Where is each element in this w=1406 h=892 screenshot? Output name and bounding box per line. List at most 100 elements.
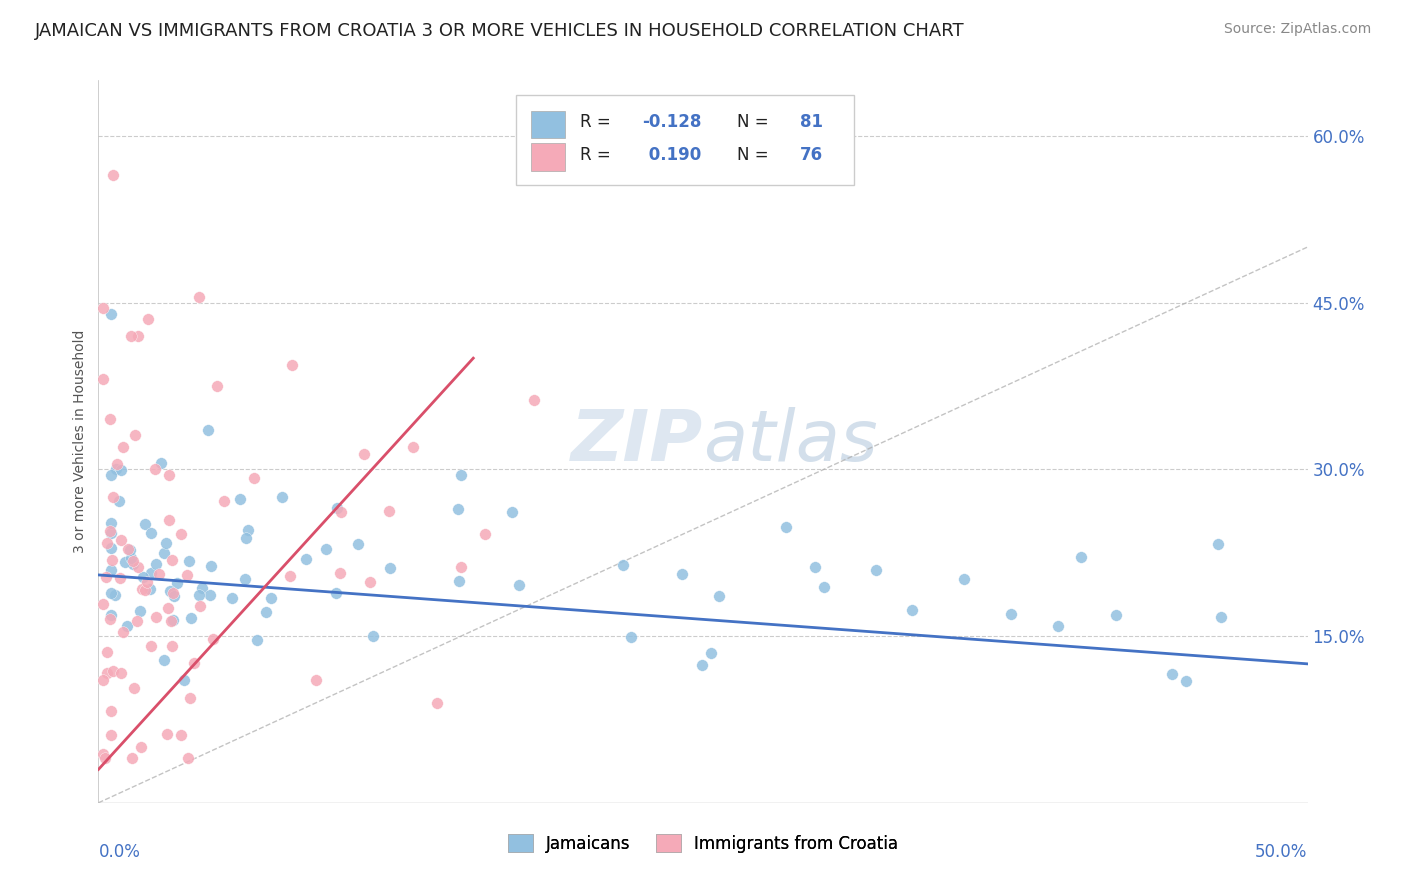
Point — [329, 566, 352, 580]
Point — [120, 329, 142, 343]
Text: 0.0%: 0.0% — [98, 843, 141, 861]
Point — [229, 491, 252, 506]
Point — [103, 490, 125, 504]
FancyBboxPatch shape — [531, 111, 565, 138]
Point — [305, 673, 328, 688]
Point — [612, 558, 634, 572]
Point — [108, 571, 131, 585]
Point — [775, 520, 797, 534]
Point — [98, 524, 121, 539]
Point — [183, 657, 205, 671]
Point — [157, 513, 180, 527]
Point — [91, 747, 114, 761]
Point — [813, 580, 835, 594]
Point — [129, 604, 152, 618]
Point — [141, 526, 163, 541]
Point — [139, 566, 162, 581]
Point — [187, 588, 209, 602]
Point — [112, 440, 135, 454]
Point — [100, 307, 122, 321]
Point — [200, 588, 222, 602]
Point — [901, 602, 924, 616]
Point — [953, 573, 976, 587]
Point — [281, 358, 304, 372]
Point — [236, 523, 259, 537]
Point — [163, 589, 186, 603]
Point — [122, 681, 145, 696]
Point — [235, 531, 257, 545]
Point — [620, 630, 643, 644]
Point — [121, 751, 143, 765]
Point — [93, 751, 115, 765]
Point — [122, 554, 145, 568]
Y-axis label: 3 or more Vehicles in Household: 3 or more Vehicles in Household — [73, 330, 87, 553]
Point — [173, 673, 195, 687]
Point — [94, 570, 117, 584]
Point — [100, 585, 122, 599]
Point — [91, 597, 114, 611]
Point — [1174, 673, 1197, 688]
Point — [166, 575, 188, 590]
Point — [191, 581, 214, 595]
Point — [353, 447, 375, 461]
Point — [197, 424, 219, 438]
Point — [100, 563, 122, 577]
Point — [1206, 537, 1229, 551]
Point — [101, 168, 124, 182]
Point — [118, 542, 141, 557]
Point — [361, 629, 384, 643]
Point — [200, 558, 222, 573]
Point — [145, 610, 167, 624]
Point — [180, 611, 202, 625]
Point — [325, 586, 347, 600]
Point — [100, 553, 122, 567]
Point — [179, 691, 201, 706]
Point — [1105, 607, 1128, 622]
Point — [156, 726, 179, 740]
Point — [100, 727, 122, 741]
Point — [205, 379, 228, 393]
Point — [100, 705, 122, 719]
Point — [254, 605, 277, 619]
Point — [135, 575, 157, 590]
Point — [402, 441, 425, 455]
Point — [91, 673, 114, 688]
Text: Source: ZipAtlas.com: Source: ZipAtlas.com — [1223, 22, 1371, 37]
Point — [148, 567, 170, 582]
Point — [103, 664, 125, 678]
Point — [709, 589, 731, 603]
Text: 0.190: 0.190 — [643, 145, 700, 164]
Legend: Jamaicans, Immigrants from Croatia: Jamaicans, Immigrants from Croatia — [502, 828, 904, 860]
Point — [177, 751, 200, 765]
Point — [450, 467, 472, 482]
Point — [176, 568, 198, 582]
Point — [160, 639, 183, 653]
Point — [170, 526, 193, 541]
Point — [1070, 549, 1092, 564]
Text: R =: R = — [579, 145, 610, 164]
Point — [501, 504, 523, 518]
Point — [110, 666, 132, 681]
Point — [110, 463, 132, 477]
Point — [508, 577, 530, 591]
Point — [170, 728, 193, 742]
Text: R =: R = — [579, 113, 610, 131]
Point — [120, 551, 142, 566]
Point — [127, 329, 149, 343]
Text: atlas: atlas — [703, 407, 877, 476]
Point — [96, 536, 118, 550]
Point — [377, 503, 399, 517]
Point — [162, 613, 184, 627]
Point — [700, 646, 723, 660]
Point — [104, 588, 127, 602]
Point — [160, 553, 183, 567]
Point — [449, 574, 471, 588]
Point — [100, 525, 122, 540]
Point — [143, 461, 166, 475]
Point — [127, 614, 149, 628]
Point — [447, 502, 470, 516]
Point — [96, 665, 118, 680]
Point — [136, 312, 159, 326]
Point — [474, 526, 496, 541]
Point — [235, 573, 257, 587]
